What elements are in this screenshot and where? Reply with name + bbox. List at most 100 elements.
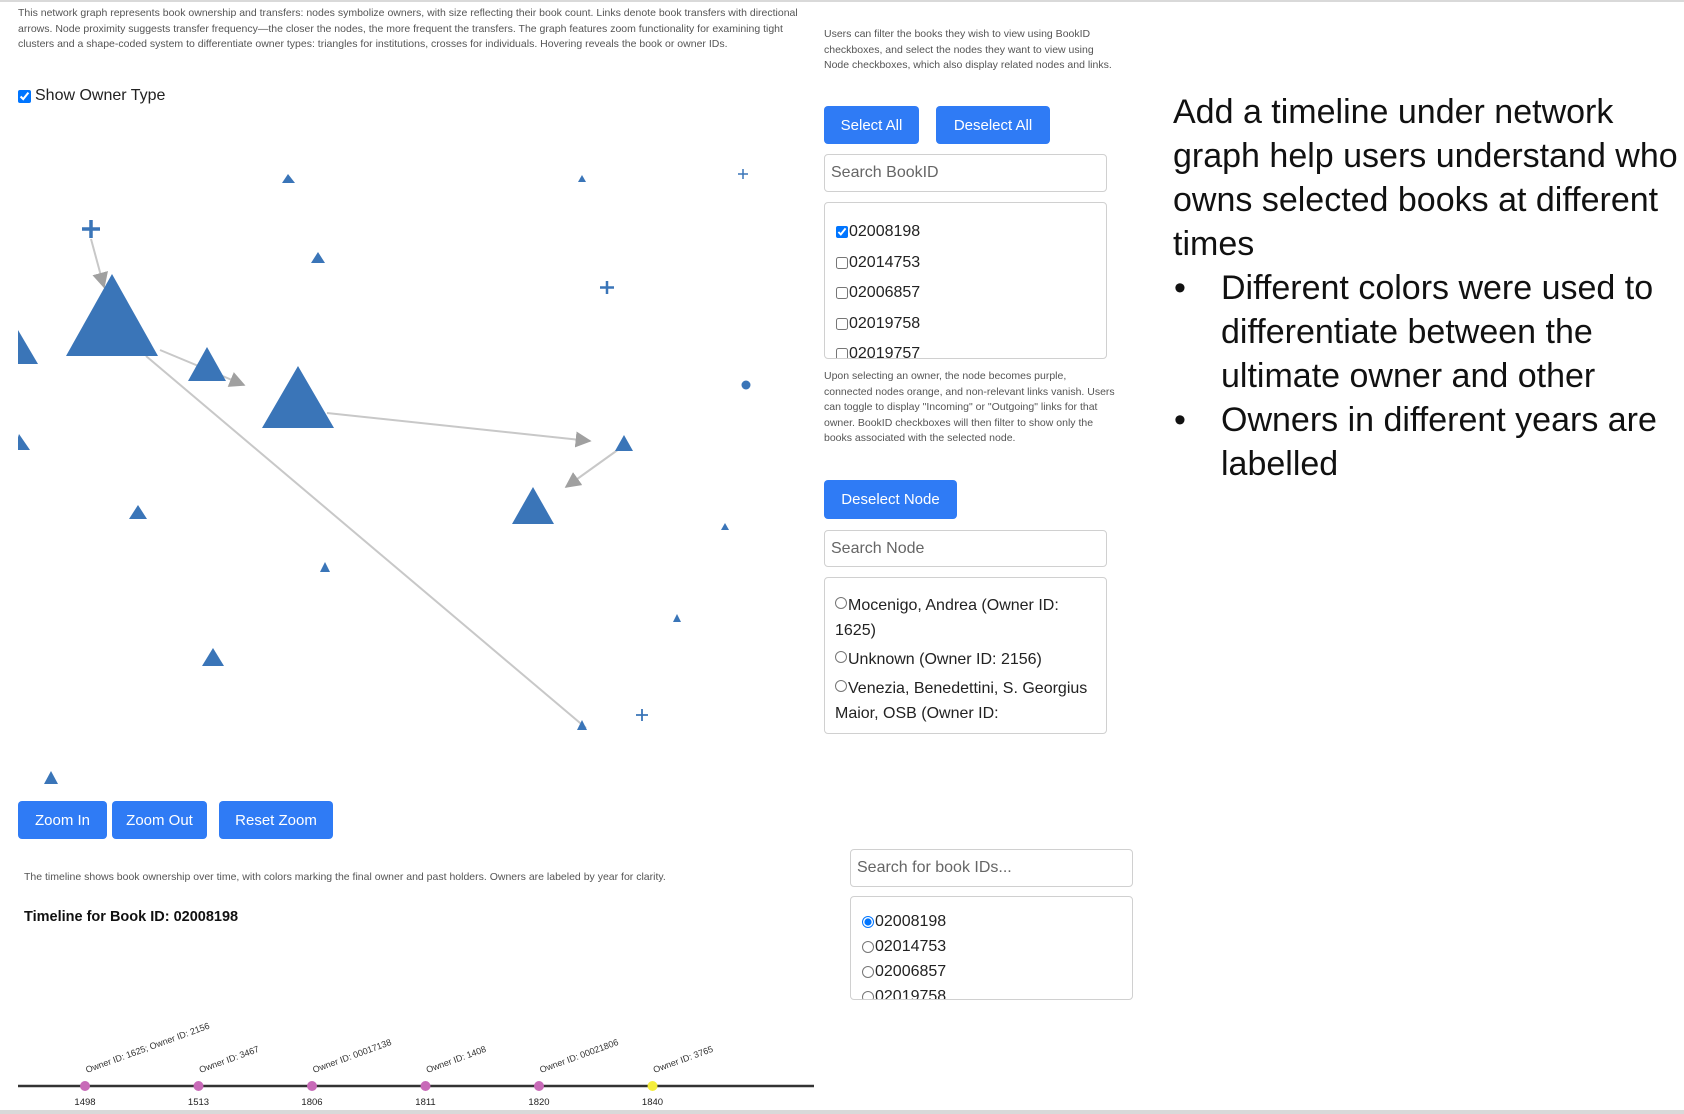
graph-link	[326, 412, 592, 448]
institution-node[interactable]	[615, 435, 633, 451]
show-owner-type-label: Show Owner Type	[35, 87, 166, 104]
timeline-event[interactable]: Owner ID: 3765 1840	[642, 1044, 714, 1108]
bookid-list-item[interactable]: 02019758	[836, 309, 1106, 340]
bookid-checkbox[interactable]	[836, 226, 848, 239]
timeline-description: The timeline shows book ownership over t…	[24, 871, 666, 883]
timeline-title: Timeline for Book ID: 02008198	[24, 909, 239, 925]
timeline-owner-label: Owner ID: 1625; Owner ID: 2156	[84, 1021, 211, 1075]
timeline-book-radio[interactable]	[862, 965, 874, 978]
select-all-button[interactable]: Select All	[824, 106, 919, 144]
graph-nodes	[18, 174, 751, 784]
node-panel-description: Upon selecting an owner, the node become…	[824, 370, 1115, 444]
bookid-list-item[interactable]: 02014753	[836, 248, 1106, 279]
top-border	[0, 0, 1684, 2]
institution-node[interactable]	[18, 330, 38, 364]
timeline-book-item[interactable]: 02006857	[862, 959, 1132, 984]
timeline-book-label: 02008198	[875, 912, 947, 930]
timeline-book-item[interactable]: 02014753	[862, 934, 1132, 959]
past-owner-marker[interactable]	[534, 1081, 544, 1091]
timeline-owner-label: Owner ID: 00017138	[311, 1037, 392, 1075]
bookid-checkbox[interactable]	[836, 348, 848, 358]
institution-node[interactable]	[188, 347, 226, 381]
owner-list-item[interactable]: Venezia, Benedettini, S. Georgius Maior,…	[825, 676, 1106, 726]
institution-node[interactable]	[202, 648, 224, 666]
owner-label: Unknown (Owner ID: 2156)	[848, 651, 1042, 668]
individual-node[interactable]	[600, 281, 614, 294]
timeline-owner-label: Owner ID: 1408	[425, 1044, 488, 1075]
node-radio-list[interactable]: Mocenigo, Andrea (Owner ID: 1625) Unknown…	[824, 577, 1107, 734]
institution-node[interactable]	[311, 252, 325, 263]
owner-list-item[interactable]: Unknown (Owner ID: 2156)	[825, 647, 1106, 672]
timeline-event[interactable]: Owner ID: 00021806 1820	[528, 1037, 619, 1108]
timeline-book-item[interactable]: 02008198	[862, 909, 1132, 934]
institution-node[interactable]	[577, 720, 587, 730]
past-owner-marker[interactable]	[420, 1081, 431, 1091]
owner-list-item[interactable]: Mocenigo, Andrea (Owner ID: 1625)	[825, 593, 1106, 643]
search-bookid-input[interactable]	[824, 154, 1107, 192]
bookid-checkbox[interactable]	[836, 317, 848, 330]
institution-node[interactable]	[282, 174, 295, 183]
timeline-year-label: 1811	[415, 1097, 435, 1108]
timeline-year-label: 1498	[74, 1097, 95, 1108]
bookid-panel-description: Users can filter the books they wish to …	[824, 28, 1112, 71]
notes-bullet: • Different colors were used to different…	[1173, 266, 1678, 398]
institution-node[interactable]	[721, 523, 729, 530]
deselect-all-button[interactable]: Deselect All	[936, 106, 1050, 144]
bookid-checkbox-list[interactable]: 02008198 02014753 02006857 02019758 02019757	[824, 202, 1107, 359]
institution-node[interactable]	[129, 505, 147, 519]
bookid-list-item[interactable]: 02006857	[836, 278, 1106, 309]
reset-zoom-button[interactable]: Reset Zoom	[219, 801, 333, 839]
timeline-book-radio-list[interactable]: 02008198 02014753 02006857 02019758	[850, 896, 1133, 1000]
institution-node[interactable]	[18, 434, 30, 450]
owner-radio[interactable]	[835, 680, 847, 692]
owner-radio[interactable]	[835, 597, 847, 609]
institution-node[interactable]	[262, 366, 334, 428]
owner-radio[interactable]	[835, 651, 847, 663]
search-node-input[interactable]	[824, 530, 1107, 567]
design-notes: Add a timeline under network graph help …	[1173, 90, 1678, 486]
institution-node[interactable]	[44, 771, 58, 784]
institution-node[interactable]	[578, 175, 586, 182]
past-owner-marker[interactable]	[307, 1081, 317, 1091]
timeline-book-radio[interactable]	[862, 915, 874, 928]
timeline-book-label: 02019758	[875, 987, 947, 1000]
bookid-list-item[interactable]: 02008198	[836, 217, 1106, 248]
notes-bullet-text: Different colors were used to differenti…	[1221, 269, 1654, 395]
timeline-owner-label: Owner ID: 00021806	[538, 1037, 619, 1075]
institution-node[interactable]	[673, 614, 681, 622]
past-owner-marker[interactable]	[193, 1081, 204, 1091]
individual-node[interactable]	[636, 709, 648, 721]
zoom-out-button[interactable]: Zoom Out	[112, 801, 207, 839]
bookid-list-item[interactable]: 02019757	[836, 339, 1106, 359]
timeline-year-label: 1840	[642, 1097, 663, 1108]
graph-description: This network graph represents book owner…	[18, 7, 798, 50]
institution-node[interactable]	[512, 487, 554, 524]
timeline-book-item[interactable]: 02019758	[862, 984, 1132, 1000]
institution-node[interactable]	[320, 562, 330, 572]
bullet-glyph: •	[1174, 269, 1186, 307]
deselect-node-button[interactable]: Deselect Node	[824, 480, 957, 519]
individual-node[interactable]	[738, 169, 748, 179]
timeline-event[interactable]: Owner ID: 1408 1811	[415, 1044, 487, 1108]
institution-node[interactable]	[66, 274, 158, 356]
timeline-event[interactable]: Owner ID: 1625; Owner ID: 2156 1498	[74, 1021, 210, 1108]
bookid-checkbox[interactable]	[836, 256, 848, 269]
bookid-label: 02006857	[849, 284, 921, 302]
show-owner-type-toggle[interactable]: Show Owner Type	[18, 87, 165, 105]
show-owner-type-checkbox[interactable]	[18, 89, 31, 103]
timeline-chart: Owner ID: 1625; Owner ID: 21561498Owner …	[18, 1021, 814, 1108]
past-owner-marker[interactable]	[80, 1081, 90, 1091]
timeline-event[interactable]: Owner ID: 3467 1513	[188, 1044, 260, 1108]
unknown-node[interactable]	[741, 380, 751, 390]
network-graph[interactable]	[18, 140, 808, 800]
individual-node[interactable]	[82, 220, 100, 238]
final-owner-marker[interactable]	[647, 1081, 658, 1091]
graph-link	[145, 355, 587, 729]
timeline-book-radio[interactable]	[862, 940, 874, 953]
timeline-book-radio[interactable]	[862, 990, 874, 999]
timeline-search-input[interactable]	[850, 849, 1133, 887]
zoom-in-button[interactable]: Zoom In	[18, 801, 107, 839]
bookid-label: 02019757	[849, 345, 921, 359]
bookid-checkbox[interactable]	[836, 287, 848, 300]
timeline-event[interactable]: Owner ID: 00017138 1806	[301, 1037, 392, 1108]
